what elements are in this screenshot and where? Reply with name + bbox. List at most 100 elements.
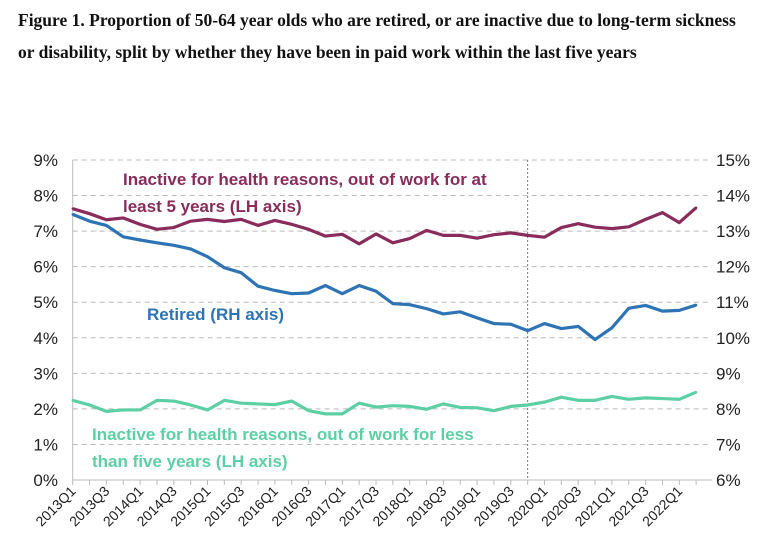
data-point [71, 207, 74, 210]
data-point [543, 235, 546, 239]
data-point [290, 399, 293, 403]
data-point [391, 404, 395, 407]
right-axis-tick-label: 6% [716, 471, 741, 490]
data-point [678, 221, 681, 224]
data-point [240, 218, 243, 221]
data-point [138, 223, 142, 226]
data-point [138, 238, 142, 242]
data-point [71, 213, 74, 216]
right-axis-tick-label: 13% [716, 222, 750, 241]
data-point [425, 307, 428, 310]
data-point [307, 409, 310, 412]
data-point [374, 405, 378, 409]
left-axis-tick-label: 6% [33, 258, 58, 277]
data-point [357, 402, 361, 405]
data-point [492, 322, 496, 325]
data-point [273, 289, 277, 292]
data-point [172, 226, 175, 229]
data-point [105, 224, 108, 227]
data-point [442, 312, 445, 316]
data-point [155, 399, 159, 402]
data-point [155, 228, 159, 231]
data-point [122, 235, 125, 238]
data-point [273, 403, 277, 406]
data-point [223, 399, 226, 402]
data-point [71, 399, 74, 402]
data-point [661, 309, 664, 313]
series-line [72, 390, 697, 416]
data-point [324, 412, 327, 416]
data-point [374, 232, 378, 236]
data-point [105, 218, 108, 221]
data-point [290, 292, 293, 295]
data-point [223, 266, 226, 269]
data-point [577, 399, 580, 402]
data-point [425, 229, 428, 232]
data-point [273, 219, 277, 222]
data-point [206, 255, 209, 258]
right-axis-tick-label: 11% [716, 293, 749, 312]
data-point [644, 218, 647, 221]
data-point [341, 292, 344, 295]
right-axis-tick-label: 15% [716, 151, 750, 170]
data-point [644, 304, 647, 307]
series-label: Inactive for health reasons, out of work… [123, 170, 487, 189]
data-point [475, 316, 479, 320]
data-point [189, 247, 192, 251]
data-point [661, 397, 664, 400]
data-point [425, 408, 428, 411]
data-point [459, 310, 462, 314]
data-point [678, 398, 681, 401]
data-point [391, 241, 395, 245]
data-point [408, 303, 411, 306]
data-point [290, 223, 293, 226]
data-point [627, 307, 630, 310]
data-point [206, 408, 209, 412]
left-axis-tick-label: 8% [33, 187, 58, 206]
data-point [678, 309, 681, 312]
data-point [560, 226, 563, 229]
data-point [172, 244, 175, 247]
data-point [593, 226, 597, 229]
data-point [475, 237, 479, 240]
data-point [172, 399, 175, 403]
data-point [408, 237, 411, 240]
data-point [610, 395, 614, 398]
data-point [644, 396, 647, 400]
data-point [526, 329, 529, 332]
series-line [72, 212, 697, 342]
data-point [256, 224, 260, 227]
data-point [357, 284, 361, 287]
data-point [492, 233, 496, 236]
data-point [240, 271, 243, 274]
data-point [694, 206, 698, 209]
data-point [189, 403, 192, 407]
data-point [509, 405, 512, 408]
data-point [593, 399, 597, 402]
left-axis-tick-label: 4% [33, 329, 58, 348]
data-point [122, 408, 125, 412]
data-point [526, 403, 529, 407]
data-point [459, 234, 462, 237]
data-point [357, 242, 361, 246]
data-point [256, 285, 260, 288]
data-point [492, 409, 496, 412]
data-point [577, 222, 580, 225]
series-label: least 5 years (LH axis) [123, 197, 302, 216]
left-axis-tick-label: 2% [33, 400, 58, 419]
data-point [88, 219, 91, 223]
data-point [661, 211, 664, 214]
data-point [610, 227, 614, 230]
left-axis-tick-label: 0% [33, 471, 58, 490]
data-point [240, 402, 243, 405]
data-point [324, 284, 327, 287]
data-point [324, 234, 327, 238]
data-point [189, 219, 192, 223]
right-axis-tick-label: 8% [716, 400, 741, 419]
data-point [307, 291, 310, 295]
right-axis-tick-label: 14% [716, 187, 750, 206]
data-point [577, 325, 580, 328]
data-point [206, 218, 209, 221]
data-point [509, 231, 512, 235]
